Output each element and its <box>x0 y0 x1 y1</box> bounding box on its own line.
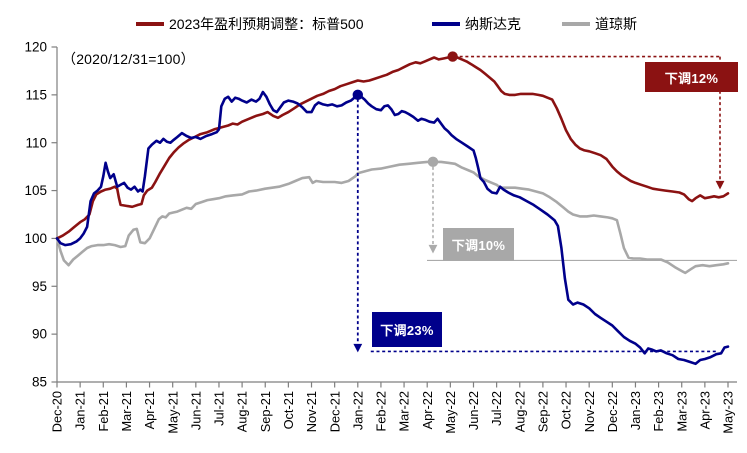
svg-text:Sep-22: Sep-22 <box>535 391 550 432</box>
svg-text:Apr-21: Apr-21 <box>142 391 157 429</box>
svg-text:Nov-21: Nov-21 <box>304 391 319 432</box>
svg-text:Dec-20: Dec-20 <box>50 391 65 432</box>
legend-label-nasdaq: 纳斯达克 <box>465 16 521 32</box>
svg-text:Jul-21: Jul-21 <box>212 391 227 426</box>
callout-sp500-downgrade-12pct: 下调12% <box>645 62 738 92</box>
svg-text:Oct-21: Oct-21 <box>281 391 296 429</box>
svg-text:Feb-22: Feb-22 <box>374 391 389 432</box>
legend-swatch-dow-line <box>562 22 590 26</box>
callout-nasdaq-downgrade-23pct: 下调23% <box>372 312 442 347</box>
svg-text:Sep-21: Sep-21 <box>258 391 273 432</box>
svg-text:105: 105 <box>24 183 47 198</box>
legend-label-sp500: 2023年盈利预期调整：标普500 <box>169 16 364 32</box>
svg-text:May-21: May-21 <box>165 391 180 434</box>
svg-text:Jun-22: Jun-22 <box>466 391 481 430</box>
svg-text:110: 110 <box>25 135 47 150</box>
svg-text:Jan-23: Jan-23 <box>628 391 643 430</box>
index-base-note: （2020/12/31=100） <box>62 51 195 67</box>
svg-text:Aug-22: Aug-22 <box>512 391 527 432</box>
svg-text:Apr-23: Apr-23 <box>697 391 712 429</box>
svg-text:Oct-22: Oct-22 <box>559 391 574 429</box>
svg-text:120: 120 <box>24 40 47 55</box>
svg-text:Aug-21: Aug-21 <box>235 391 250 432</box>
svg-text:115: 115 <box>25 87 47 102</box>
legend-item-nasdaq: 纳斯达克 <box>432 16 521 32</box>
svg-text:Feb-21: Feb-21 <box>96 391 111 432</box>
svg-text:May-22: May-22 <box>443 391 458 434</box>
svg-text:85: 85 <box>32 375 47 390</box>
svg-text:Nov-22: Nov-22 <box>582 391 597 432</box>
svg-text:Jul-22: Jul-22 <box>489 391 504 426</box>
svg-text:100: 100 <box>24 231 47 246</box>
svg-text:Mar-21: Mar-21 <box>119 391 134 432</box>
svg-text:Feb-23: Feb-23 <box>651 391 666 432</box>
svg-text:95: 95 <box>32 279 47 294</box>
svg-text:90: 90 <box>32 327 47 342</box>
svg-text:Apr-22: Apr-22 <box>420 391 435 429</box>
svg-text:May-23: May-23 <box>721 391 736 434</box>
svg-text:Dec-22: Dec-22 <box>605 391 620 432</box>
legend-swatch-nasdaq-line <box>432 22 460 26</box>
legend-label-dow: 道琼斯 <box>595 16 637 32</box>
legend-item-dow: 道琼斯 <box>562 16 637 32</box>
svg-text:Jun-21: Jun-21 <box>188 391 203 430</box>
legend-swatch-sp500-line <box>136 22 164 26</box>
svg-text:Mar-23: Mar-23 <box>674 391 689 432</box>
svg-text:Dec-21: Dec-21 <box>327 391 342 432</box>
svg-text:Jan-21: Jan-21 <box>73 391 88 430</box>
callout-dow-downgrade-10pct: 下调10% <box>443 228 514 261</box>
svg-text:Mar-22: Mar-22 <box>397 391 412 432</box>
legend-item-sp500: 2023年盈利预期调整：标普500 <box>136 16 364 32</box>
svg-text:Jan-22: Jan-22 <box>350 391 365 430</box>
